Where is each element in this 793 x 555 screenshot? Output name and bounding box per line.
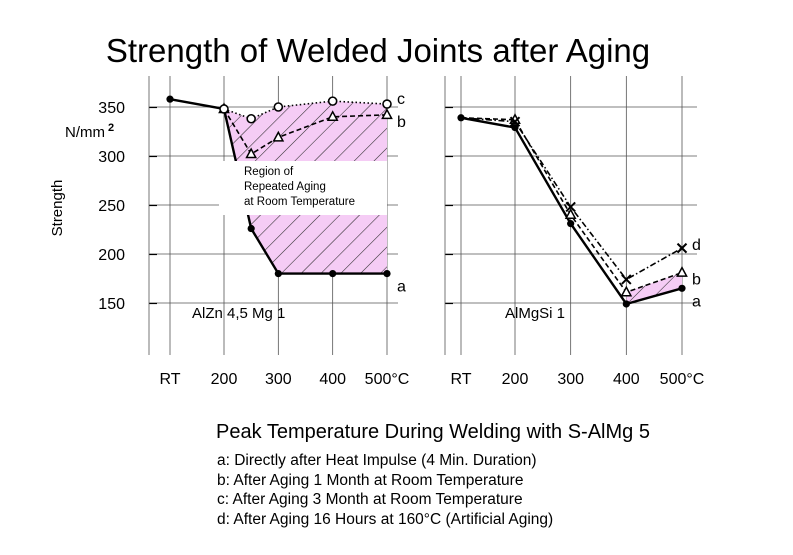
series-a-point [166,95,174,103]
region-label-line: at Room Temperature [244,196,355,208]
x-tick-label: 200 [211,371,238,388]
chart-title: Strength of Welded Joints after Aging [106,32,650,69]
aged-region-area [626,272,682,304]
x-tick-label: 300 [557,371,584,388]
y-axis-unit: N/mm 2 [65,122,114,141]
series-a-point [274,270,282,278]
region-label-line: Region of [244,166,294,178]
series-label-b: b [692,272,701,289]
series-label-b: b [397,114,406,131]
legend-entry-d: d: After Aging 16 Hours at 160°C (Artifi… [217,510,554,528]
y-axis-label: Strength [49,180,66,237]
y-tick-label: 150 [98,296,125,313]
region-label-box [219,161,387,215]
x-tick-label: 400 [319,371,346,388]
x-axis-label: Peak Temperature During Welding with S-A… [216,421,650,443]
series-d-point [509,116,521,127]
series-d-point [621,274,632,285]
legend-entry-c: c: After Aging 3 Month at Room Temperatu… [217,491,523,508]
series-a-point [567,220,575,228]
series-d-point [676,242,688,254]
series-label-d: d [692,237,701,254]
y-tick-label: 350 [98,100,125,117]
x-tick-label: RT [159,371,180,388]
series-label-a: a [397,279,406,296]
series-b-point [326,110,339,122]
series-label-c: c [397,91,405,108]
series-line-d [460,116,683,281]
series-c-point [382,99,392,109]
series-b-point [381,108,393,120]
panel-label: AlZn 4,5 Mg 1 [192,305,285,322]
series-a-point [383,270,391,278]
series-a-point [678,284,686,292]
y-tick-label: 200 [98,247,125,264]
series-c-point [327,96,338,106]
series-b-point [245,147,258,159]
x-tick-label: 400 [613,371,640,388]
series-b-point [564,208,577,220]
series-c-point [273,102,284,112]
series-label-a: a [692,293,701,310]
y-tick-label: 250 [98,198,125,215]
series-a-point [247,224,255,233]
x-tick-label: 500°C [365,371,410,388]
series-b-point [272,130,285,142]
legend-entry-b: b: After Aging 1 Month at Room Temperatu… [217,471,524,489]
x-tick-label: RT [450,371,471,388]
series-c-point [219,104,229,114]
panel-label: AlMgSi 1 [505,305,565,322]
series-b-point [676,266,688,277]
series-legend: a: Directly after Heat Impulse (4 Min. D… [217,451,553,529]
series-d-point [565,201,576,213]
series-a-point [329,270,337,278]
series-b-point [620,285,633,297]
y-tick-label: 300 [98,149,125,166]
series-a-point [622,300,630,308]
series-line-a [169,97,387,275]
region-label-line: Repeated Aging [244,181,326,193]
x-tick-label: 200 [502,371,529,388]
x-tick-label: 300 [265,371,292,388]
x-tick-label: 500°C [660,371,705,388]
legend-entry-a: a: Directly after Heat Impulse (4 Min. D… [217,452,537,469]
series-c-point [246,113,256,124]
